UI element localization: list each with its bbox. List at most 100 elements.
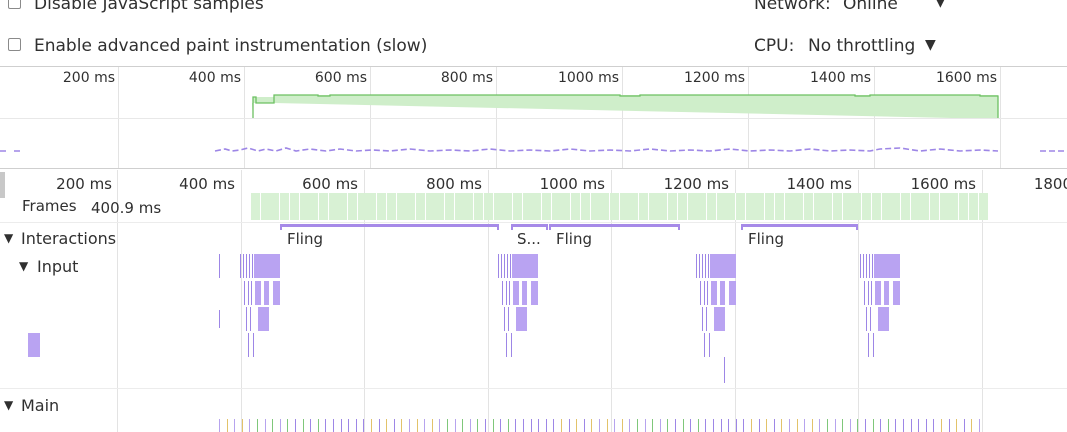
frame-block[interactable] bbox=[386, 193, 397, 220]
interaction-label[interactable]: Fling bbox=[287, 230, 323, 248]
frame-block[interactable] bbox=[745, 193, 756, 220]
input-event[interactable] bbox=[705, 254, 706, 278]
main-task[interactable] bbox=[645, 419, 646, 432]
input-event[interactable] bbox=[253, 333, 254, 357]
frame-block[interactable] bbox=[425, 193, 436, 220]
frame-block[interactable] bbox=[532, 193, 543, 220]
main-task[interactable] bbox=[523, 419, 524, 432]
frame-block[interactable] bbox=[658, 193, 669, 220]
frame-block[interactable] bbox=[881, 193, 892, 220]
input-event[interactable] bbox=[258, 307, 269, 331]
input-event[interactable] bbox=[244, 281, 245, 305]
input-event[interactable] bbox=[513, 281, 519, 305]
input-event[interactable] bbox=[875, 281, 881, 305]
input-event[interactable] bbox=[706, 307, 707, 331]
frame-block[interactable] bbox=[289, 193, 300, 220]
frame-block[interactable] bbox=[920, 193, 931, 220]
main-task[interactable] bbox=[265, 419, 266, 432]
main-task[interactable] bbox=[576, 419, 577, 432]
main-task[interactable] bbox=[949, 419, 950, 432]
main-task[interactable] bbox=[675, 419, 676, 432]
input-event[interactable] bbox=[510, 254, 511, 278]
main-task[interactable] bbox=[857, 419, 858, 432]
main-task[interactable] bbox=[721, 419, 722, 432]
frame-block[interactable] bbox=[270, 193, 281, 220]
input-event[interactable] bbox=[709, 333, 710, 357]
input-event[interactable] bbox=[866, 307, 867, 331]
main-expand-icon[interactable]: ▼ bbox=[4, 398, 14, 412]
main-task[interactable] bbox=[629, 419, 630, 432]
frame-block[interactable] bbox=[483, 193, 494, 220]
main-task[interactable] bbox=[956, 419, 957, 432]
main-task[interactable] bbox=[759, 419, 760, 432]
input-event[interactable] bbox=[869, 254, 870, 278]
main-task[interactable] bbox=[690, 419, 691, 432]
frame-block[interactable] bbox=[280, 193, 291, 220]
frame-block[interactable] bbox=[406, 193, 417, 220]
main-task[interactable] bbox=[356, 419, 357, 432]
main-task[interactable] bbox=[842, 419, 843, 432]
main-task[interactable] bbox=[895, 419, 896, 432]
main-task[interactable] bbox=[401, 419, 402, 432]
main-task[interactable] bbox=[781, 419, 782, 432]
frame-block[interactable] bbox=[842, 193, 853, 220]
input-event[interactable] bbox=[246, 254, 247, 278]
input-event[interactable] bbox=[504, 307, 505, 331]
main-task[interactable] bbox=[797, 419, 798, 432]
frame-block[interactable] bbox=[852, 193, 863, 220]
frame-block[interactable] bbox=[862, 193, 873, 220]
frame-block[interactable] bbox=[900, 193, 911, 220]
input-event[interactable] bbox=[714, 307, 725, 331]
input-expand-icon[interactable]: ▼ bbox=[19, 259, 29, 273]
frame-block[interactable] bbox=[396, 193, 407, 220]
frame-block[interactable] bbox=[629, 193, 640, 220]
main-task[interactable] bbox=[432, 419, 433, 432]
main-task[interactable] bbox=[736, 419, 737, 432]
main-task[interactable] bbox=[591, 419, 592, 432]
input-event[interactable] bbox=[873, 333, 874, 357]
main-task[interactable] bbox=[310, 419, 311, 432]
frame-block[interactable] bbox=[318, 193, 329, 220]
main-task[interactable] bbox=[850, 419, 851, 432]
input-event[interactable] bbox=[863, 254, 864, 278]
main-task[interactable] bbox=[964, 419, 965, 432]
input-event[interactable] bbox=[506, 333, 507, 357]
frame-block[interactable] bbox=[503, 193, 514, 220]
main-task[interactable] bbox=[553, 419, 554, 432]
main-task[interactable] bbox=[789, 419, 790, 432]
main-task[interactable] bbox=[295, 419, 296, 432]
frame-block[interactable] bbox=[939, 193, 950, 220]
input-event[interactable] bbox=[711, 281, 717, 305]
main-task[interactable] bbox=[280, 419, 281, 432]
input-event[interactable] bbox=[699, 254, 700, 278]
frame-block[interactable] bbox=[260, 193, 271, 220]
network-dropdown-icon[interactable]: ▼ bbox=[935, 0, 946, 10]
frame-block[interactable] bbox=[328, 193, 339, 220]
input-event[interactable] bbox=[516, 307, 527, 331]
main-task[interactable] bbox=[652, 419, 653, 432]
main-task[interactable] bbox=[439, 419, 440, 432]
main-task[interactable] bbox=[561, 419, 562, 432]
main-task[interactable] bbox=[880, 419, 881, 432]
input-event[interactable] bbox=[724, 357, 725, 383]
interaction-label[interactable]: S... bbox=[517, 230, 541, 248]
input-event[interactable] bbox=[219, 254, 220, 278]
input-event[interactable] bbox=[860, 254, 861, 278]
input-event[interactable] bbox=[868, 333, 869, 357]
main-task[interactable] bbox=[287, 419, 288, 432]
disable-js-samples-label[interactable]: Disable JavaScript samples bbox=[34, 0, 264, 14]
input-event[interactable] bbox=[702, 254, 703, 278]
input-event[interactable] bbox=[868, 281, 869, 305]
input-event[interactable] bbox=[498, 254, 499, 278]
frame-block[interactable] bbox=[299, 193, 310, 220]
frame-block[interactable] bbox=[619, 193, 630, 220]
input-event[interactable] bbox=[720, 281, 725, 305]
main-task[interactable] bbox=[751, 419, 752, 432]
main-task[interactable] bbox=[812, 419, 813, 432]
input-event[interactable] bbox=[240, 254, 241, 278]
interaction-bar[interactable] bbox=[511, 224, 548, 227]
main-task[interactable] bbox=[325, 419, 326, 432]
input-event[interactable] bbox=[273, 281, 280, 305]
main-task[interactable] bbox=[911, 419, 912, 432]
main-task[interactable] bbox=[455, 419, 456, 432]
